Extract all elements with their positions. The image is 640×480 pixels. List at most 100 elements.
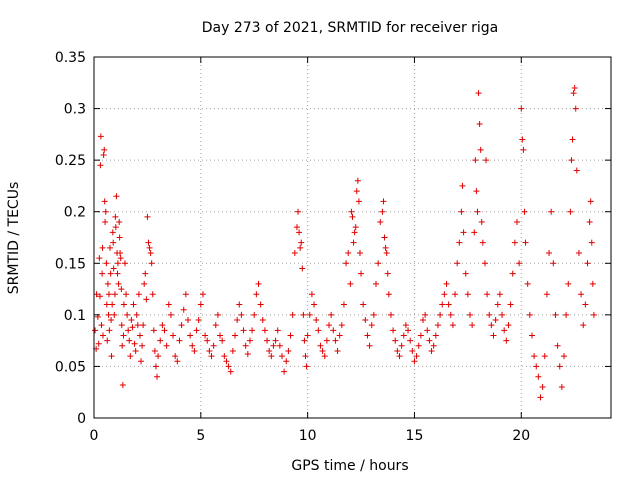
data-point <box>340 301 347 308</box>
data-point <box>219 337 226 344</box>
data-point <box>306 311 313 318</box>
y-tick-label: 0.3 <box>64 102 86 118</box>
data-point <box>387 311 394 318</box>
data-point <box>313 317 320 324</box>
x-tick-label: 10 <box>299 428 317 444</box>
data-point <box>330 327 337 334</box>
data-point <box>426 337 433 344</box>
data-point <box>350 239 357 246</box>
data-point <box>311 301 318 308</box>
data-point <box>195 317 202 324</box>
data-point <box>255 280 262 287</box>
data-point <box>100 151 107 158</box>
data-point <box>558 384 565 391</box>
data-point <box>303 363 310 370</box>
data-point <box>415 342 422 349</box>
data-point <box>396 353 403 360</box>
data-point <box>554 342 561 349</box>
data-point <box>114 270 121 277</box>
data-point <box>178 322 185 329</box>
data-point <box>300 311 307 318</box>
data-point <box>475 90 482 97</box>
data-point <box>123 291 130 298</box>
data-point <box>140 322 147 329</box>
data-point <box>154 373 161 380</box>
data-point <box>373 280 379 287</box>
data-point <box>452 291 459 298</box>
data-point <box>249 327 256 334</box>
data-point <box>471 229 478 236</box>
data-point <box>197 301 204 308</box>
data-point <box>214 311 221 318</box>
data-point <box>193 327 200 334</box>
data-point <box>474 208 481 215</box>
data-point <box>119 381 126 388</box>
data-point <box>349 213 356 220</box>
data-point <box>266 347 273 354</box>
data-point <box>358 270 365 277</box>
data-point <box>208 353 215 360</box>
data-point <box>384 270 391 277</box>
data-point <box>101 198 108 205</box>
data-point <box>120 332 127 339</box>
data-point <box>366 342 373 349</box>
data-point <box>99 270 106 277</box>
data-point <box>105 291 112 298</box>
data-point <box>126 337 133 344</box>
data-point <box>422 311 429 318</box>
data-point <box>334 347 341 354</box>
data-point <box>185 317 191 324</box>
data-point <box>488 322 495 329</box>
data-point <box>561 353 567 360</box>
x-tick-label: 0 <box>90 428 99 444</box>
data-point <box>111 291 118 298</box>
data-point <box>274 327 281 334</box>
data-point <box>537 394 544 401</box>
data-point <box>276 342 283 349</box>
data-point <box>516 260 523 267</box>
data-point <box>590 311 597 318</box>
data-point <box>382 244 389 251</box>
x-tick-labels: 0 5 10 15 20 <box>90 428 531 444</box>
data-point <box>285 347 292 354</box>
data-point <box>434 322 441 329</box>
data-point <box>227 368 234 375</box>
data-point <box>407 337 414 344</box>
data-point <box>296 229 303 236</box>
y-tick-labels: 0 0.05 0.1 0.15 0.2 0.25 0.3 0.35 <box>55 50 86 427</box>
data-point <box>326 322 332 329</box>
data-point <box>467 311 473 318</box>
data-point <box>232 332 238 339</box>
data-point <box>98 322 105 329</box>
data-point <box>242 342 249 349</box>
data-point <box>409 347 416 354</box>
data-point <box>223 358 230 365</box>
data-point <box>141 280 148 287</box>
data-point <box>531 353 538 360</box>
data-point <box>459 182 466 189</box>
data-point <box>103 260 110 267</box>
data-point <box>317 342 324 349</box>
data-point <box>112 213 119 220</box>
data-point <box>496 291 503 298</box>
data-point <box>481 260 488 267</box>
data-point <box>503 337 510 344</box>
data-point <box>182 291 189 298</box>
data-point <box>580 322 587 329</box>
data-point <box>283 358 290 365</box>
data-point <box>343 260 350 267</box>
data-point <box>539 384 546 391</box>
data-point <box>476 121 483 128</box>
data-point <box>217 332 224 339</box>
data-point <box>125 327 132 334</box>
data-point <box>157 337 164 344</box>
data-point <box>261 327 268 334</box>
data-point <box>257 301 264 308</box>
data-point <box>145 239 152 246</box>
data-point <box>332 337 339 344</box>
data-point <box>458 208 465 215</box>
data-point <box>478 219 485 226</box>
data-point <box>505 322 512 329</box>
data-point <box>115 280 122 287</box>
